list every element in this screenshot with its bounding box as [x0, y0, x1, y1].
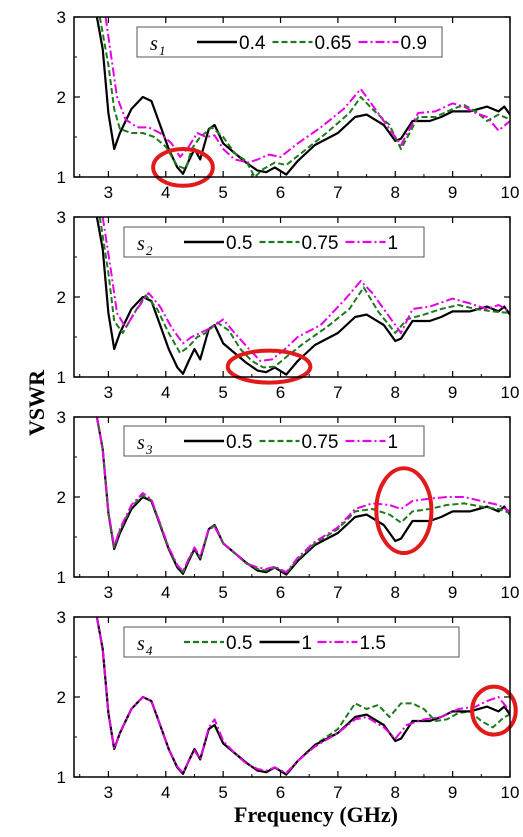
x-tick-label: 3: [104, 583, 113, 602]
legend: s 1 0.4 0.65 0.9: [136, 26, 443, 58]
legend-label-0.75: 0.75: [302, 432, 339, 453]
legend: s 4 0.5 1 1.5: [123, 626, 460, 658]
x-tick-label: 4: [161, 383, 170, 402]
legend-label-0.65: 0.65: [315, 33, 352, 54]
y-tick-label: 1: [57, 768, 66, 787]
y-tick-label: 1: [57, 168, 66, 187]
legend-label-0.4: 0.4: [239, 33, 266, 54]
series-line-0.5: [95, 217, 510, 376]
legend-label-1: 1: [302, 633, 313, 654]
x-tick-label: 10: [501, 583, 520, 602]
series-line-0.9: [104, 17, 510, 164]
x-tick-label: 5: [218, 183, 227, 202]
y-tick-label: 1: [57, 368, 66, 387]
series-line-1: [101, 217, 510, 362]
legend-parameter: s: [150, 33, 158, 55]
series-line-1: [95, 417, 510, 574]
legend: s 2 0.5 0.75 1: [123, 226, 425, 258]
legend-parameter-subscript: 1: [159, 43, 166, 58]
series-line-1.5: [95, 617, 510, 774]
legend-label-0.75: 0.75: [302, 233, 339, 254]
x-tick-label: 6: [276, 183, 285, 202]
legend-parameter-subscript: 4: [146, 643, 153, 658]
y-tick-label: 3: [57, 608, 66, 627]
highlight-ellipse: [470, 684, 518, 737]
legend-label-1: 1: [388, 432, 399, 453]
legend-label-0.5: 0.5: [226, 432, 252, 453]
x-tick-label: 7: [333, 383, 342, 402]
legend-parameter-subscript: 2: [146, 243, 153, 258]
series-line-0.4: [95, 17, 510, 176]
x-tick-label: 10: [501, 183, 520, 202]
x-tick-label: 6: [276, 383, 285, 402]
x-tick-label: 7: [333, 183, 342, 202]
legend-label-0.9: 0.9: [401, 33, 427, 54]
x-tick-label: 10: [501, 383, 520, 402]
legend-parameter: s: [137, 432, 145, 454]
y-tick-label: 2: [57, 288, 66, 307]
x-tick-label: 8: [391, 583, 400, 602]
x-tick-label: 3: [104, 383, 113, 402]
x-tick-label: 9: [448, 383, 457, 402]
x-tick-label: 5: [218, 783, 227, 802]
legend-label-1: 1: [388, 233, 399, 254]
highlight-ellipse: [225, 348, 313, 385]
legend-parameter: s: [137, 233, 145, 255]
x-tick-label: 3: [104, 783, 113, 802]
x-tick-label: 8: [391, 383, 400, 402]
highlight-ellipse: [374, 466, 434, 556]
y-tick-label: 3: [57, 208, 66, 227]
series-line-0.65: [98, 17, 510, 177]
x-tick-label: 6: [276, 583, 285, 602]
legend-label-0.5: 0.5: [226, 233, 252, 254]
legend-label-1.5: 1.5: [360, 633, 386, 654]
x-tick-label: 5: [218, 383, 227, 402]
x-tick-label: 8: [391, 783, 400, 802]
y-tick-label: 2: [57, 688, 66, 707]
x-tick-label: 7: [333, 583, 342, 602]
legend-box: [136, 26, 443, 58]
legend: s 3 0.5 0.75 1: [123, 425, 425, 457]
x-tick-label: 5: [218, 583, 227, 602]
x-tick-label: 3: [104, 183, 113, 202]
x-tick-label: 9: [448, 183, 457, 202]
x-tick-label: 7: [333, 783, 342, 802]
y-axis-title: VSWR: [24, 369, 49, 436]
y-tick-label: 2: [57, 88, 66, 107]
x-tick-label: 8: [391, 183, 400, 202]
series-line-0.75: [98, 217, 510, 369]
y-tick-label: 3: [57, 408, 66, 427]
x-tick-label: 6: [276, 783, 285, 802]
y-tick-label: 2: [57, 488, 66, 507]
x-axis-title: Frequency (GHz): [234, 802, 398, 827]
x-tick-label: 9: [448, 583, 457, 602]
x-tick-label: 4: [161, 783, 170, 802]
legend-label-0.5: 0.5: [226, 633, 252, 654]
x-tick-label: 4: [161, 583, 170, 602]
legend-parameter: s: [137, 633, 145, 655]
y-tick-label: 1: [57, 568, 66, 587]
highlight-ellipse: [151, 147, 215, 188]
x-tick-label: 4: [161, 183, 170, 202]
x-tick-label: 9: [448, 783, 457, 802]
legend-parameter-subscript: 3: [145, 442, 153, 457]
y-tick-label: 3: [57, 8, 66, 27]
x-tick-label: 10: [501, 783, 520, 802]
